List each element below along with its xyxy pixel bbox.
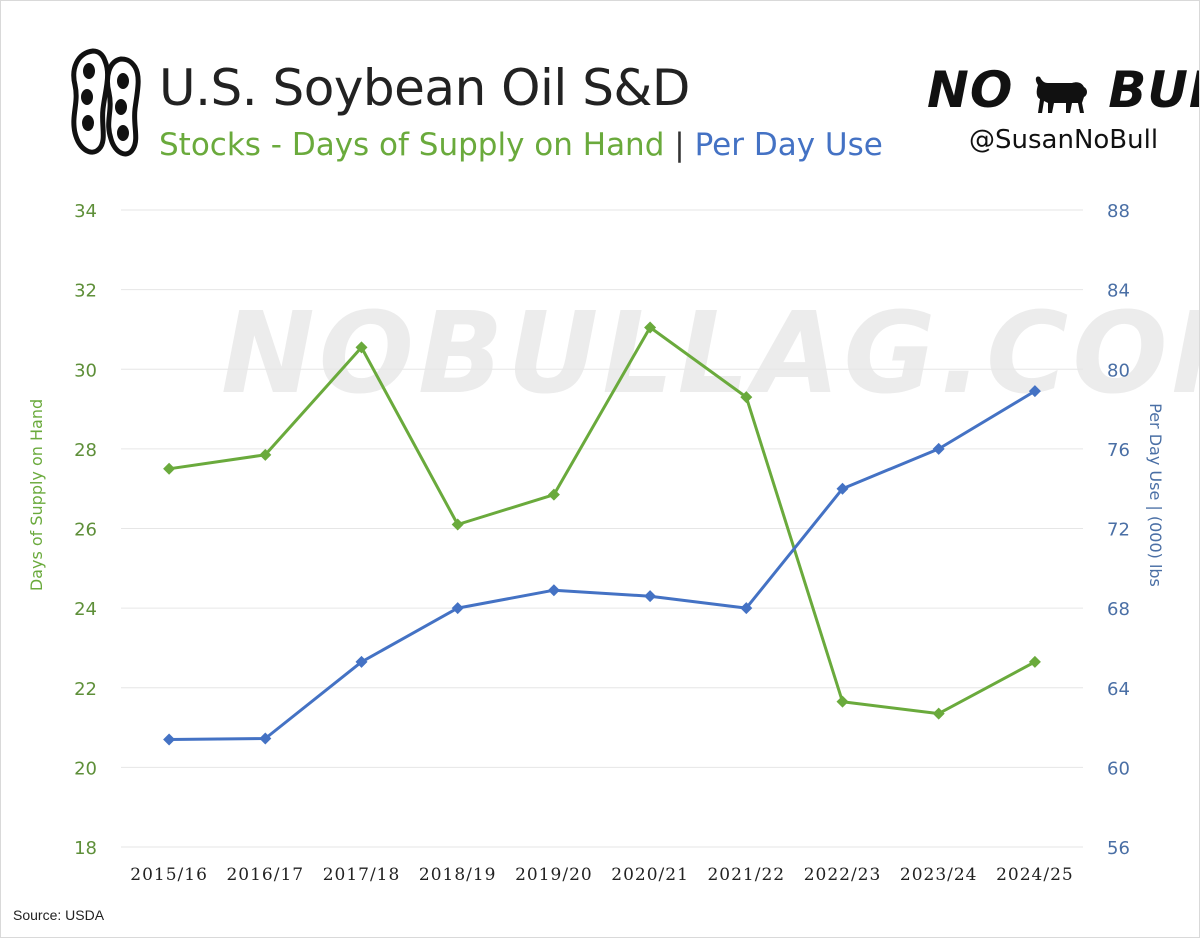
chart-title: U.S. Soybean Oil S&D: [159, 59, 690, 117]
logo-text-bull: BULL: [1108, 61, 1199, 119]
data-point-marker: [644, 590, 657, 603]
chart-subtitle: Stocks - Days of Supply on Hand | Per Da…: [159, 127, 883, 163]
subtitle-per-day-use: Per Day Use: [694, 127, 883, 163]
source-note: Source: USDA: [13, 907, 105, 923]
y-right-tick-label: 88: [1107, 201, 1130, 222]
y-right-tick-label: 56: [1107, 838, 1130, 859]
subtitle-separator: |: [674, 127, 685, 163]
y-axis-left-label: Days of Supply on Hand: [27, 399, 46, 591]
data-point-marker: [836, 482, 849, 495]
y-left-tick-label: 30: [74, 360, 97, 381]
series-per-day-use: [163, 385, 1041, 746]
y-right-tick-label: 60: [1107, 758, 1130, 779]
y-left-tick-label: 18: [74, 838, 97, 859]
y-right-tick-label: 84: [1107, 281, 1130, 302]
logo-text-no: NO: [927, 61, 1014, 119]
x-axis-ticks: 2015/16 2016/17 2017/18 2018/19 2019/20 2020/…: [130, 865, 1074, 885]
y-left-tick-label: 24: [74, 599, 97, 620]
x-tick-label: 2015/16: [130, 865, 208, 885]
y-left-tick-label: 34: [74, 201, 97, 222]
x-tick-label: 2020/21: [611, 865, 689, 885]
x-tick-label: 2024/25: [996, 865, 1074, 885]
y-right-tick-label: 76: [1107, 440, 1130, 461]
series-line: [168, 325, 1036, 716]
data-point-marker: [163, 733, 176, 746]
data-point-marker: [547, 584, 560, 597]
data-point-marker: [163, 462, 176, 475]
y-right-tick-label: 72: [1107, 520, 1130, 541]
data-point-marker: [451, 602, 464, 615]
data-point-marker: [451, 518, 464, 531]
data-point-marker: [740, 391, 753, 404]
y-left-tick-label: 32: [74, 281, 97, 302]
y-left-tick-label: 22: [74, 679, 97, 700]
nobull-logo: NO BULL: [927, 53, 1199, 127]
grid-lines: [121, 209, 1083, 848]
data-point-marker: [259, 732, 272, 745]
y-right-tick-label: 64: [1107, 679, 1130, 700]
y-left-tick-label: 26: [74, 520, 97, 541]
x-tick-label: 2017/18: [323, 865, 401, 885]
left-axis-ticks: 18 20 22 24 26 28 30 32 34: [74, 201, 97, 859]
y-left-tick-label: 28: [74, 440, 97, 461]
data-point-marker: [547, 488, 560, 501]
x-tick-label: 2019/20: [515, 865, 593, 885]
data-point-marker: [355, 341, 368, 354]
right-axis-ticks: 56 60 64 68 72 76 80 84 88: [1107, 201, 1130, 859]
subtitle-stocks: Stocks - Days of Supply on Hand: [159, 127, 665, 163]
data-point-marker: [355, 655, 368, 668]
series-lines: [163, 321, 1041, 746]
data-point-marker: [644, 321, 657, 334]
soybean-pod-icon: [71, 48, 141, 157]
series-days-of-supply: [163, 321, 1041, 720]
bull-icon: [1035, 75, 1087, 113]
data-point-marker: [1028, 385, 1041, 398]
y-axis-right-label: Per Day Use | (000) lbs: [1146, 403, 1165, 587]
y-right-tick-label: 80: [1107, 360, 1130, 381]
twitter-handle: @SusanNoBull: [969, 125, 1159, 155]
x-tick-label: 2018/19: [419, 865, 497, 885]
y-right-tick-label: 68: [1107, 599, 1130, 620]
data-point-marker: [836, 695, 849, 708]
x-tick-label: 2022/23: [804, 865, 882, 885]
x-tick-label: 2023/24: [900, 865, 978, 885]
data-point-marker: [740, 602, 753, 615]
y-left-tick-label: 20: [74, 758, 97, 779]
x-tick-label: 2021/22: [707, 865, 785, 885]
watermark: NOBULLAG.COM: [221, 289, 1200, 419]
series-line: [169, 389, 1036, 741]
data-point-marker: [932, 707, 945, 720]
data-point-marker: [932, 442, 945, 455]
data-point-marker: [259, 448, 272, 461]
data-point-marker: [1028, 655, 1041, 668]
x-tick-label: 2016/17: [226, 865, 304, 885]
